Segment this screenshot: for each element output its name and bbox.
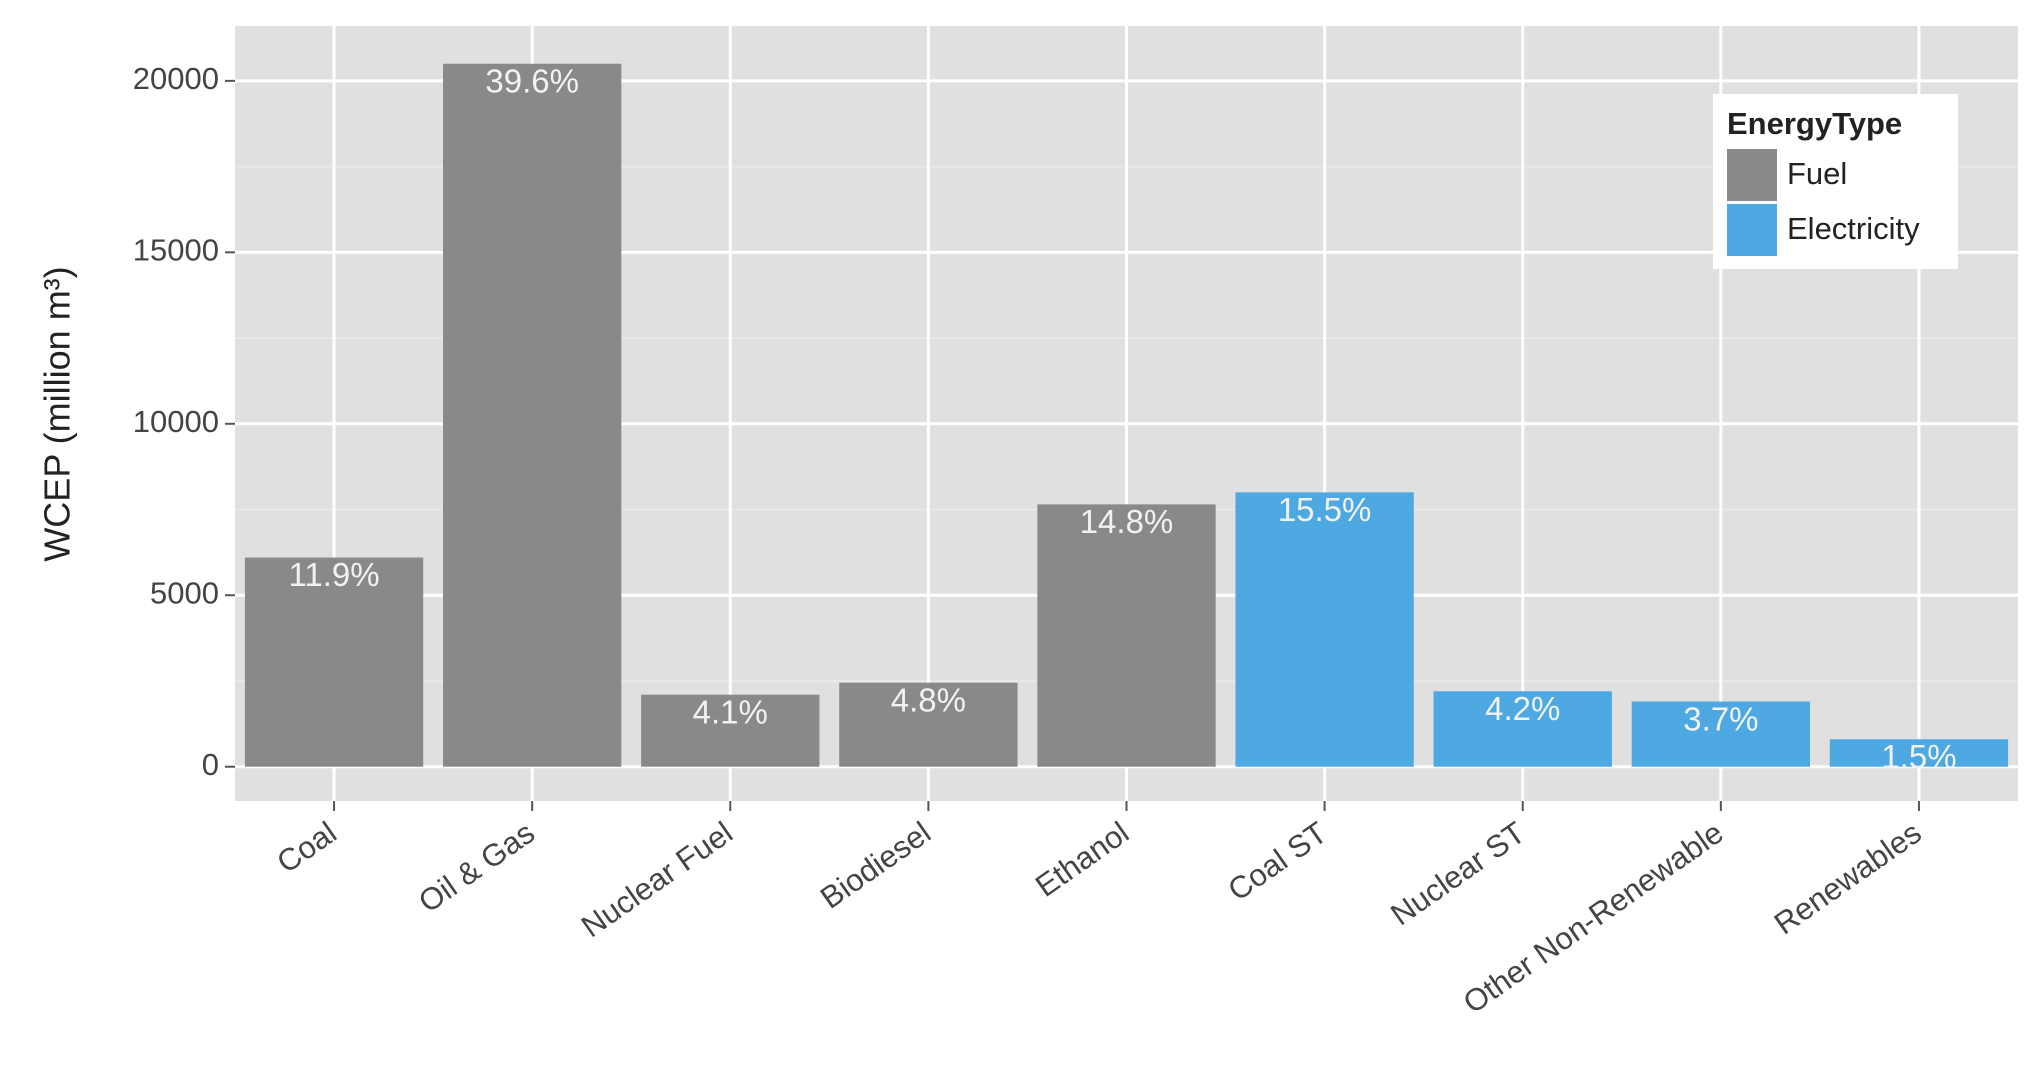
bar (1829, 739, 2009, 767)
x-tick-label: Nuclear ST (1384, 815, 1531, 933)
bar-label: 15.5% (1278, 491, 1372, 528)
x-tick-label: Nuclear Fuel (575, 815, 739, 944)
x-tick-label: Oil & Gas (412, 815, 541, 920)
bar-label: 3.7% (1683, 700, 1758, 737)
y-tick-label: 0 (202, 747, 219, 782)
y-axis-label: WCEP (million m³) (37, 266, 78, 561)
bar (244, 557, 424, 767)
legend-title: EnergyType (1727, 106, 1902, 141)
x-tick-label: Ethanol (1029, 815, 1135, 904)
bar (1433, 691, 1612, 767)
bar (1631, 701, 1810, 767)
legend-swatch (1727, 204, 1777, 256)
bar (641, 694, 820, 767)
bar-label: 39.6% (485, 62, 579, 99)
bar-label: 4.2% (1485, 690, 1560, 727)
x-tick-label: Renewables (1768, 815, 1928, 942)
y-tick-label: 10000 (133, 404, 219, 439)
bar-label: 1.5% (1881, 738, 1956, 775)
bar-label: 4.1% (693, 693, 768, 730)
legend-label: Electricity (1787, 211, 1920, 246)
x-tick-label: Biodiesel (814, 815, 937, 916)
bar-label: 14.8% (1080, 503, 1174, 540)
legend-label: Fuel (1787, 156, 1847, 191)
bar (839, 682, 1018, 767)
bar (1235, 492, 1414, 767)
legend-swatch (1727, 149, 1777, 201)
bar (1037, 504, 1216, 767)
bar-label: 11.9% (288, 556, 379, 593)
legend: EnergyType Fuel Electricity (1713, 94, 1958, 269)
y-tick-label: 15000 (133, 233, 219, 268)
x-tick-label: Coal ST (1222, 815, 1334, 908)
y-tick-label: 5000 (150, 575, 219, 610)
bar-label: 4.8% (891, 681, 966, 718)
x-tick-label: Coal (270, 815, 342, 880)
y-tick-label: 20000 (133, 61, 219, 96)
bar (443, 63, 622, 767)
